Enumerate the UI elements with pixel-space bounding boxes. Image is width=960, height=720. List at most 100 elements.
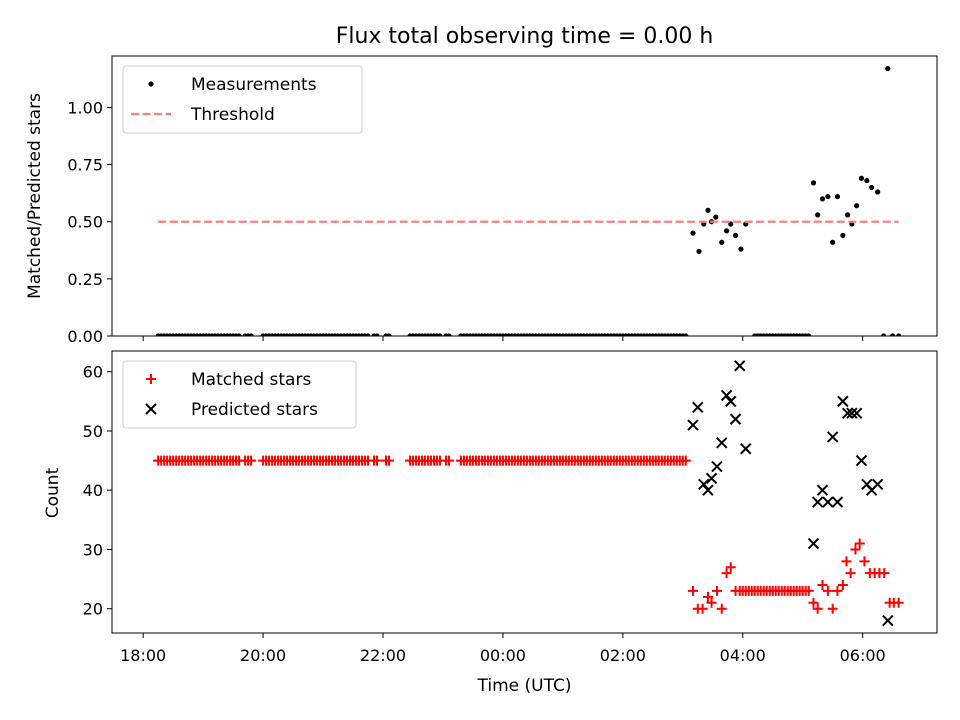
data-point: [808, 597, 819, 608]
legend-label: Measurements: [191, 75, 317, 95]
data-point: [841, 556, 852, 567]
data-point: [734, 360, 746, 372]
y-tick-label: 40: [83, 481, 103, 500]
data-point: [437, 333, 443, 336]
axes-frame: [111, 55, 938, 337]
data-point: [696, 248, 702, 255]
x-tick-label: 22:00: [360, 646, 406, 665]
data-point: [832, 585, 843, 596]
y-tick-label: 1.00: [67, 98, 103, 117]
data-point: [859, 556, 870, 567]
data-point: [236, 333, 242, 336]
data-point: [812, 603, 823, 614]
data-point: [825, 193, 831, 200]
data-point: [738, 246, 744, 252]
data-point: [896, 333, 902, 336]
legend-frame: [122, 65, 363, 134]
y-tick-label: 0.50: [67, 213, 103, 232]
data-point: [840, 232, 846, 239]
y-tick-label: 0.75: [67, 156, 103, 175]
data-point: [702, 591, 713, 602]
chart-title: Flux total observing time = 0.00 h: [336, 24, 714, 49]
data-point: [831, 496, 844, 508]
data-point: [893, 597, 904, 608]
data-layer: [155, 65, 902, 336]
data-point: [386, 333, 392, 336]
data-point: [846, 407, 858, 419]
data-point: [740, 443, 752, 455]
data-point: [845, 212, 851, 218]
data-point: [830, 239, 836, 245]
data-point: [725, 395, 737, 408]
legend-label: Threshold: [190, 105, 275, 125]
data-point: [702, 484, 714, 496]
data-point: [725, 562, 736, 573]
data-point: [692, 401, 704, 413]
top-plot-area: 0.00 0.25 0.50 0.75 1.00 Measurements Threshol…: [67, 55, 938, 346]
data-point: [687, 419, 699, 431]
legend-marker: [146, 374, 156, 384]
data-point: [713, 214, 719, 220]
legend-label: Matched stars: [191, 370, 311, 390]
data-point: [383, 455, 394, 466]
data-point: [687, 585, 698, 596]
data-point: [729, 413, 742, 425]
data-point: [716, 437, 728, 449]
data-point: [815, 212, 821, 218]
series-predicted-stars: [687, 360, 894, 627]
data-point: [711, 585, 722, 596]
top-y-axis-label: Matched/Predicted stars: [25, 93, 45, 299]
x-tick-label: 02:00: [600, 646, 646, 665]
data-point: [875, 189, 881, 195]
data-point: [372, 455, 383, 466]
data-point: [817, 580, 828, 591]
data-point: [890, 333, 896, 336]
data-point: [881, 333, 887, 336]
data-point: [810, 180, 817, 186]
legend-item: Predicted stars: [145, 400, 318, 420]
axes-frame: [111, 350, 938, 634]
legend-frame: [122, 360, 357, 429]
y-tick-label: 50: [83, 422, 103, 441]
data-point: [885, 65, 891, 72]
data-point: [690, 230, 696, 236]
data-point: [806, 333, 812, 336]
data-point: [365, 333, 371, 336]
data-point: [443, 455, 454, 466]
data-point: [869, 184, 875, 191]
series-measurements: [155, 65, 902, 336]
data-point: [698, 478, 710, 491]
data-point: [683, 333, 689, 336]
data-point: [854, 538, 865, 549]
data-point: [834, 193, 841, 200]
y-tick-label: 30: [83, 540, 103, 559]
data-point: [854, 203, 860, 209]
data-point: [706, 597, 717, 608]
y-tick-label: 0.25: [67, 270, 103, 289]
data-point: [711, 460, 723, 473]
legend-label: Predicted stars: [191, 400, 318, 420]
data-point: [850, 544, 861, 555]
data-point: [680, 455, 691, 466]
data-point: [803, 585, 814, 596]
data-point: [720, 389, 733, 402]
data-point: [858, 175, 865, 181]
data-point: [732, 232, 739, 239]
data-point: [822, 585, 833, 596]
data-point: [850, 407, 863, 419]
data-point: [855, 454, 868, 467]
data-point: [864, 177, 870, 184]
y-tick-label: 60: [83, 363, 103, 382]
legend-item: Threshold: [131, 105, 275, 125]
data-point: [723, 228, 730, 234]
data-point: [807, 537, 820, 550]
data-point: [446, 333, 452, 336]
legend-item: Matched stars: [146, 370, 311, 390]
series-matched-stars: [153, 455, 904, 614]
data-point: [841, 407, 854, 419]
data-point: [811, 496, 824, 508]
data-point: [697, 603, 708, 614]
data-point: [721, 568, 732, 579]
bottom-y-axis-label: Count: [43, 467, 63, 518]
data-point: [374, 333, 380, 336]
